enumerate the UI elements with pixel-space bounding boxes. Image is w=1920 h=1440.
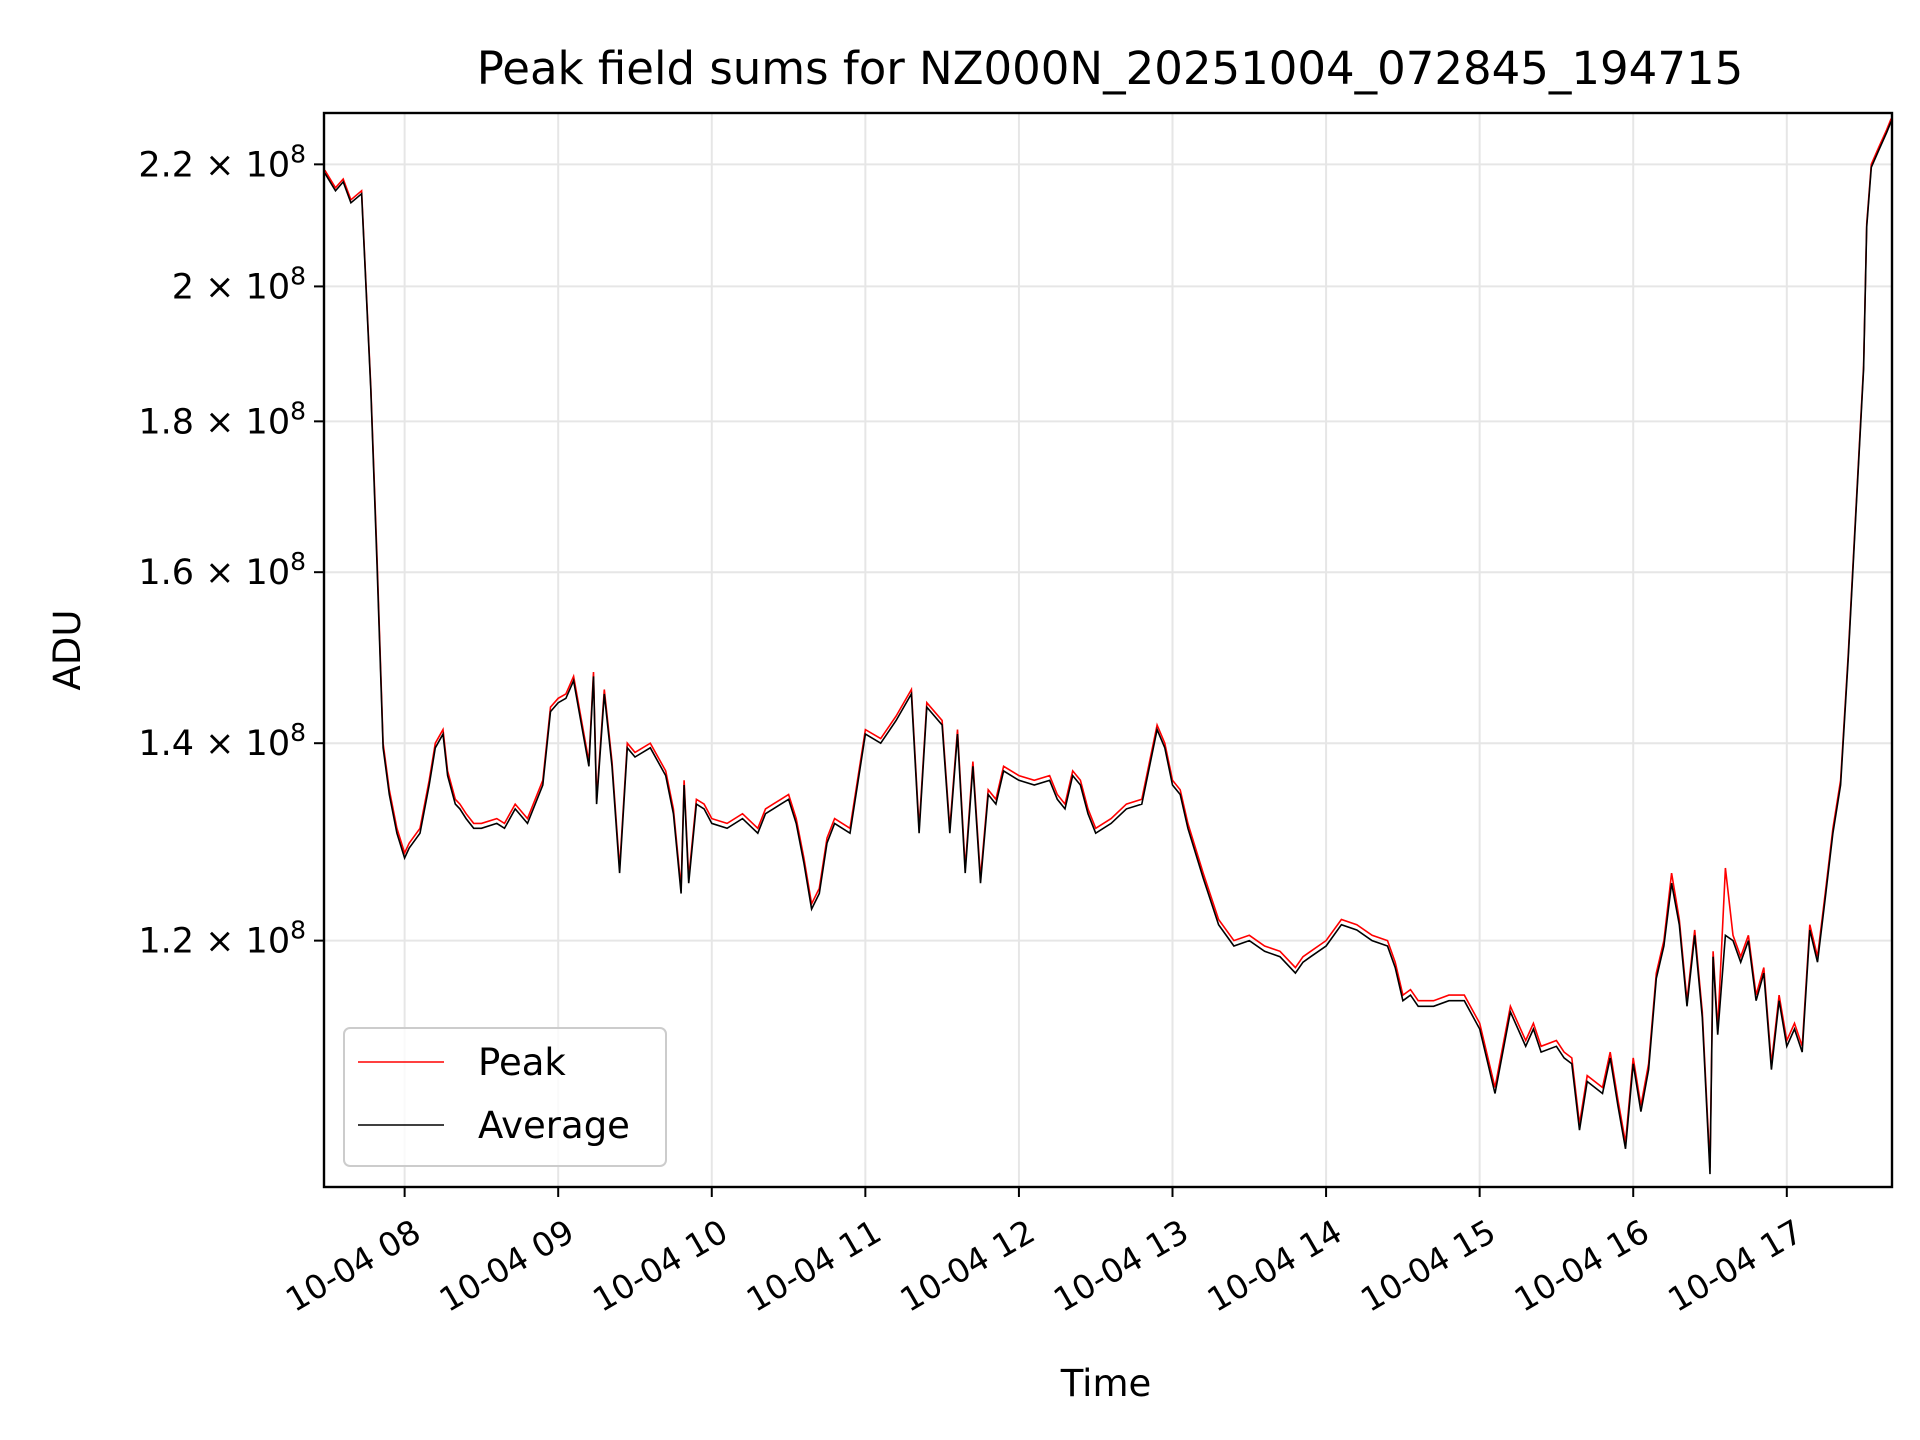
x-tick-label: 10-04 16 [1508,1212,1656,1320]
y-axis-label: ADU [46,610,89,691]
chart-title: Peak field sums for NZ000N_20251004_0728… [477,42,1743,95]
y-tick-label: 2 × 108 [172,261,306,307]
x-tick-label: 10-04 10 [586,1212,734,1320]
x-tick-label: 10-04 17 [1661,1212,1809,1320]
x-tick-label: 10-04 09 [433,1212,581,1320]
legend: Peak Average [343,1027,667,1167]
x-tick-label: 10-04 15 [1354,1212,1502,1320]
x-tick-label: 10-04 11 [740,1212,888,1320]
x-tick-label: 10-04 13 [1047,1212,1195,1320]
y-tick-label: 1.4 × 108 [138,718,306,764]
series-line-average [324,121,1892,1175]
x-axis-label: Time [1060,1362,1152,1405]
legend-label-peak: Peak [478,1041,566,1084]
plot-frame [322,111,1894,1189]
x-tick-label: 10-04 08 [279,1212,427,1320]
y-tick-label: 1.2 × 108 [138,916,306,962]
x-tick-label: 10-04 14 [1200,1212,1348,1320]
x-axis-ticks: 10-04 08 10-04 09 10-04 10 10-04 11 10-04 12… [279,1187,1809,1320]
y-axis-ticks: 1.2 × 108 1.4 × 108 1.6 × 108 1.8 × 108 2 × … [138,139,324,962]
y-tick-label: 1.8 × 108 [138,396,306,442]
legend-label-average: Average [478,1104,630,1147]
y-tick-label: 2.2 × 108 [138,139,306,185]
series-line-peak [324,118,1892,1168]
x-tick-label: 10-04 12 [893,1212,1041,1320]
grid-lines [324,113,1892,1187]
y-tick-label: 1.6 × 108 [138,547,306,593]
